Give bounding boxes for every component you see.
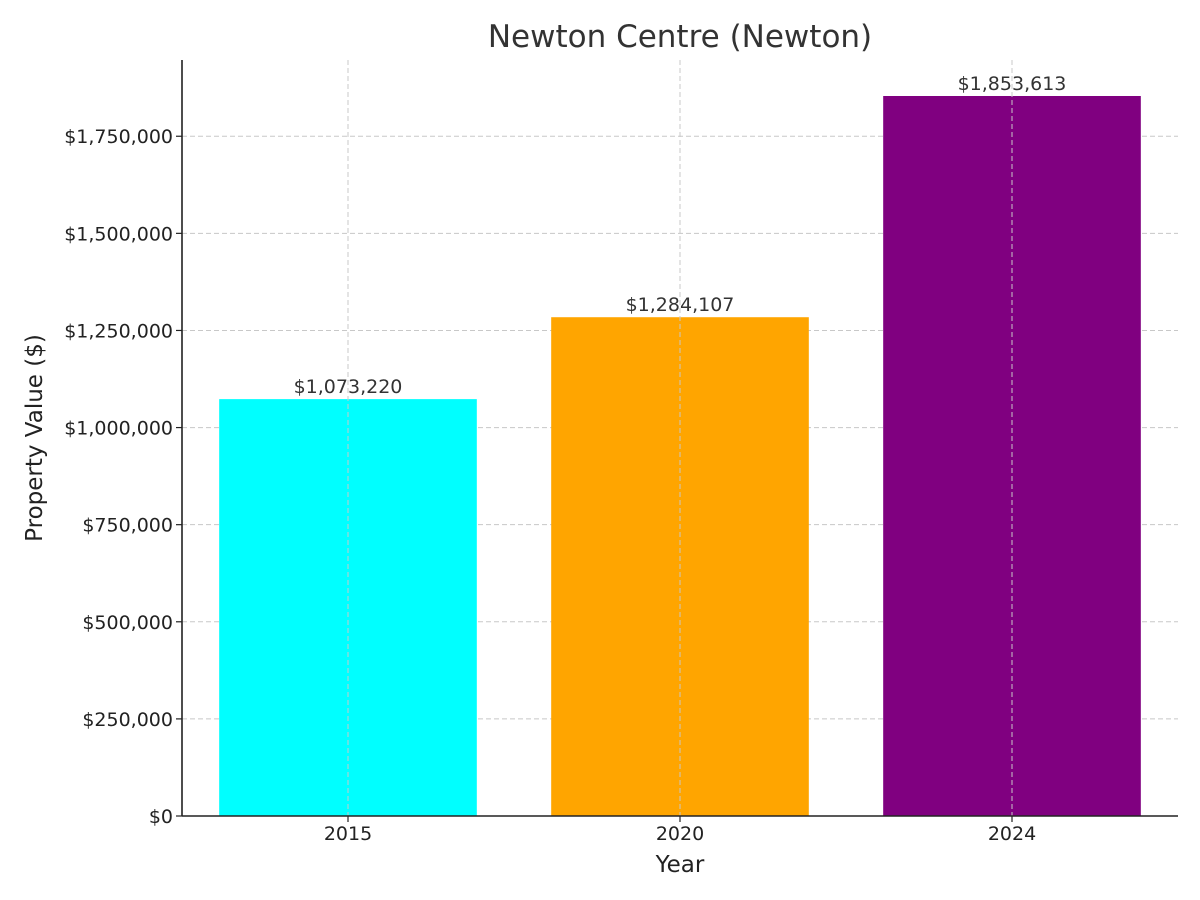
- chart-title: Newton Centre (Newton): [488, 19, 872, 55]
- data-label-2024: $1,853,613: [958, 73, 1067, 95]
- y-tick-label: $1,750,000: [64, 126, 173, 148]
- y-tick-label: $500,000: [82, 612, 173, 634]
- bars: [219, 60, 1141, 817]
- x-tick-label: 2020: [656, 823, 704, 845]
- y-tick-label: $0: [149, 806, 173, 828]
- x-axis-title: Year: [655, 852, 705, 878]
- y-axis-title: Property Value ($): [22, 334, 48, 542]
- y-tick-label: $1,500,000: [64, 223, 173, 245]
- data-labels: $1,073,220 $1,284,107 $1,853,613: [294, 73, 1067, 398]
- y-tick-label: $250,000: [82, 709, 173, 731]
- y-tick-label: $1,000,000: [64, 418, 173, 440]
- x-tick-label: 2024: [988, 823, 1036, 845]
- y-tick-label: $750,000: [82, 515, 173, 537]
- y-tick-label: $1,250,000: [64, 320, 173, 342]
- data-label-2020: $1,284,107: [626, 294, 735, 316]
- x-tick-label: 2015: [324, 823, 372, 845]
- ticks: $0 $250,000 $500,000 $750,000 $1,000,000 $1,2…: [64, 126, 1036, 845]
- data-label-2015: $1,073,220: [294, 376, 403, 398]
